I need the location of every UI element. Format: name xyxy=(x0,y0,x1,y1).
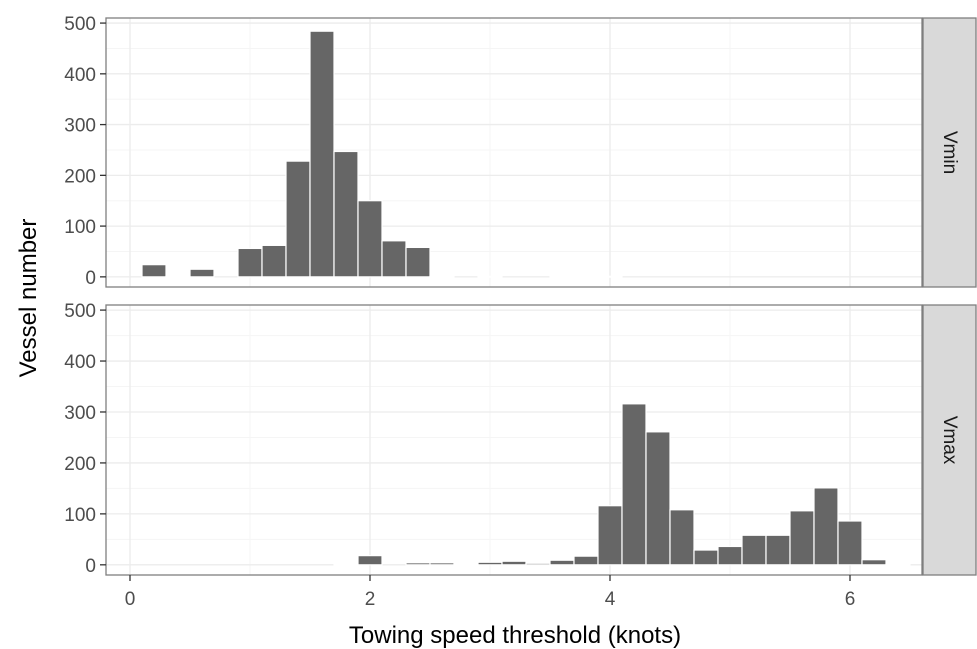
histogram-bar xyxy=(357,200,383,278)
panel-vmin: 0 100 200 300 400 500 Vmin xyxy=(64,14,977,289)
histogram-bar xyxy=(429,562,455,566)
histogram-bar xyxy=(813,487,839,566)
panel-background xyxy=(106,305,922,575)
y-tick-label: 400 xyxy=(64,65,96,86)
facet-strip-label: Vmin xyxy=(939,131,960,174)
y-tick-label: 500 xyxy=(64,14,96,35)
x-axis: 0 2 4 6 xyxy=(125,575,856,610)
facet-panels: 0 100 200 300 400 500 Vmin 0 100 200 300 400 500 Vmax xyxy=(64,14,977,577)
histogram-bar xyxy=(597,505,623,566)
y-tick-label: 300 xyxy=(64,116,96,137)
histogram-bar xyxy=(165,275,191,278)
histogram-bar xyxy=(741,534,767,566)
y-tick-label: 300 xyxy=(64,403,96,424)
y-tick-label: 200 xyxy=(64,454,96,475)
x-tick-label: 4 xyxy=(605,589,616,610)
histogram-bar xyxy=(717,545,743,566)
x-tick-label: 2 xyxy=(365,589,376,610)
x-tick-label: 6 xyxy=(845,589,856,610)
histogram-bar xyxy=(501,560,527,566)
histogram-bar xyxy=(765,534,791,566)
histogram-bar xyxy=(357,555,383,566)
histogram-bar xyxy=(789,510,815,566)
histogram-bar xyxy=(477,275,503,278)
histogram-bar xyxy=(405,562,431,566)
facet-strip-label: Vmax xyxy=(939,416,960,465)
y-tick-label: 200 xyxy=(64,166,96,187)
histogram-bar xyxy=(189,268,215,278)
y-tick-label: 400 xyxy=(64,352,96,373)
histogram-bar xyxy=(285,160,311,278)
histogram-bar xyxy=(261,244,287,278)
histogram-bar xyxy=(693,549,719,566)
histogram-bar xyxy=(453,563,479,566)
histogram-bar xyxy=(597,275,623,278)
y-tick-label: 100 xyxy=(64,217,96,238)
histogram-bar xyxy=(405,246,431,278)
facet-strip xyxy=(922,17,977,288)
y-tick-label: 0 xyxy=(85,556,96,577)
histogram-bar xyxy=(645,431,671,566)
histogram-bar xyxy=(477,561,503,566)
histogram-bar xyxy=(525,562,551,566)
histogram-bar xyxy=(333,563,359,566)
histogram-bar xyxy=(549,559,575,566)
y-tick-label: 100 xyxy=(64,505,96,526)
histogram-bar xyxy=(381,240,407,278)
histogram-bar xyxy=(837,520,863,566)
histogram-bar xyxy=(861,559,887,566)
histogram-bar xyxy=(549,275,575,278)
histogram-bar xyxy=(237,247,263,278)
histogram-bar xyxy=(429,275,455,278)
facet-strip xyxy=(922,304,977,576)
panel-background xyxy=(106,18,922,287)
panel-border xyxy=(105,304,923,576)
y-tick-label: 500 xyxy=(64,301,96,322)
histogram-bar xyxy=(141,264,167,278)
histogram-bar xyxy=(309,30,335,278)
panel-vmax: 0 100 200 300 400 500 Vmax xyxy=(64,301,977,577)
panel-border xyxy=(105,17,923,288)
histogram-bar xyxy=(573,275,599,278)
histogram-bar xyxy=(621,403,647,566)
histogram-bar xyxy=(573,555,599,566)
y-axis-title: Vessel number xyxy=(15,219,42,378)
histogram-bar xyxy=(333,150,359,278)
x-tick-label: 0 xyxy=(125,589,136,610)
histogram-bar xyxy=(885,563,911,566)
histogram-bar xyxy=(669,509,695,566)
x-axis-title: Towing speed threshold (knots) xyxy=(349,622,681,649)
y-tick-label: 0 xyxy=(85,268,96,289)
